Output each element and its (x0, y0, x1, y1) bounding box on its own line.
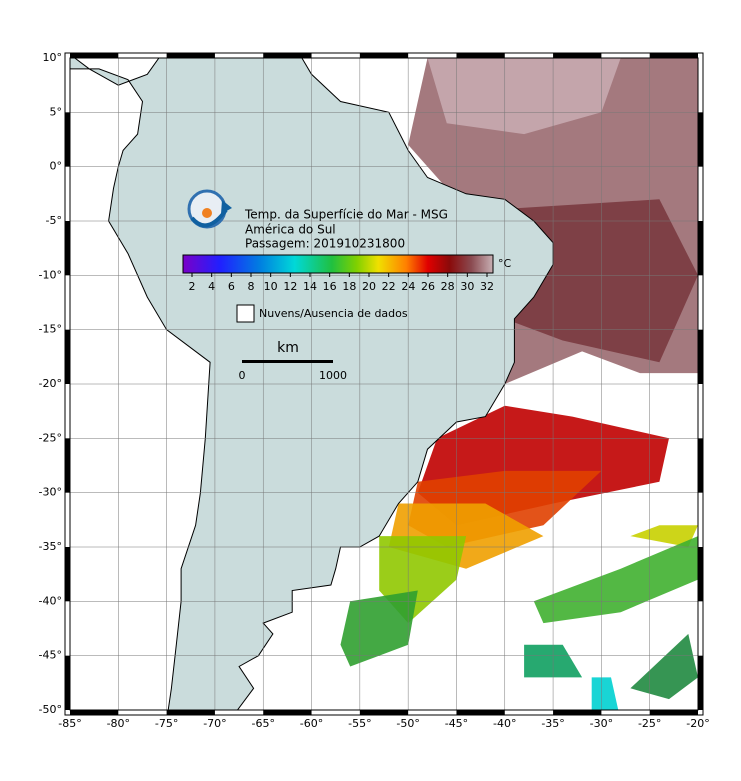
lon-tick-label: -80° (107, 717, 130, 730)
legend-label: Nuvens/Ausencia de dados (259, 307, 408, 320)
colorbar-tick-label: 16 (323, 280, 337, 293)
lat-tick-label: -15° (39, 323, 62, 336)
colorbar-tick-label: 20 (362, 280, 376, 293)
frame-block (166, 53, 215, 58)
frame-block (698, 221, 703, 276)
title: Temp. da Superfície do Mar - MSG (244, 208, 448, 222)
colorbar-tick-label: 22 (382, 280, 396, 293)
frame-block (70, 53, 119, 58)
region: América do Sul (245, 223, 336, 237)
lon-tick-label: -45° (445, 717, 468, 730)
pass: Passagem: 201910231800 (245, 237, 405, 251)
frame-block (65, 655, 70, 710)
colorbar-tick-label: 32 (480, 280, 494, 293)
legend-swatch (236, 304, 255, 323)
frame-block (698, 329, 703, 384)
frame-block (166, 710, 215, 715)
frame (64, 52, 704, 716)
lat-tick-label: -25° (39, 431, 62, 444)
lat-tick-label: 5° (50, 105, 63, 118)
colorbar-tick-label: 30 (460, 280, 474, 293)
frame-block (698, 655, 703, 710)
colorbar-tick-label: 14 (303, 280, 317, 293)
frame-block (65, 547, 70, 602)
lat-tick-label: -50° (39, 703, 62, 716)
frame-block (65, 112, 70, 167)
lon-tick-label: -75° (155, 717, 178, 730)
frame-block (359, 710, 409, 715)
colorbar-tick-label: 4 (208, 280, 215, 293)
lat-tick-label: -20° (39, 377, 62, 390)
sst-region (630, 633, 698, 700)
frame-block (263, 710, 312, 715)
frame-block (553, 53, 602, 58)
sst-region (533, 536, 698, 624)
frame-block (698, 547, 703, 602)
colorbar-tick-label: 2 (189, 280, 196, 293)
colorbar-tick-label: 10 (264, 280, 278, 293)
frame (69, 57, 699, 711)
lon-tick-label: -65° (251, 717, 274, 730)
frame-block (649, 710, 698, 715)
frame-block (456, 710, 505, 715)
colorbar (182, 254, 494, 274)
colorbar-tick-label: 6 (228, 280, 235, 293)
lon-tick-label: -30° (590, 717, 613, 730)
scale-label: 1000 (319, 369, 347, 382)
lat-tick-label: -5° (46, 214, 62, 227)
scale-label: 0 (239, 369, 246, 382)
lat-tick-label: -35° (39, 540, 62, 553)
lon-tick-label: -35° (541, 717, 564, 730)
lon-tick-label: -40° (493, 717, 516, 730)
frame-block (65, 221, 70, 276)
lat-tick-label: 10° (43, 51, 63, 64)
colorbar-unit: °C (498, 257, 512, 270)
lat-tick-label: -10° (39, 268, 62, 281)
lat-tick-label: -40° (39, 594, 62, 607)
frame-block (65, 438, 70, 493)
colorbar-tick-label: 24 (401, 280, 415, 293)
sst-region (591, 677, 619, 710)
frame-block (553, 710, 602, 715)
colorbar-tick-label: 12 (283, 280, 297, 293)
lon-tick-label: -55° (348, 717, 371, 730)
scale-unit: km (277, 340, 299, 356)
frame-block (65, 329, 70, 384)
sst-region (427, 58, 621, 135)
lon-tick-label: -60° (300, 717, 323, 730)
logo (187, 189, 232, 229)
scale-bar (242, 360, 333, 363)
frame-block (456, 53, 505, 58)
lon-tick-label: -85° (58, 717, 81, 730)
lon-tick-label: -70° (203, 717, 226, 730)
frame-block (359, 53, 409, 58)
lat-tick-label: -45° (39, 649, 62, 662)
sst-region (340, 590, 418, 667)
colorbar-tick-label: 18 (342, 280, 356, 293)
frame-block (70, 710, 119, 715)
colorbar-tick-label: 28 (441, 280, 455, 293)
colorbar-tick-label: 8 (248, 280, 255, 293)
overlay: Temp. da Superfície do Mar - MSG América… (39, 51, 710, 730)
lon-tick-label: -25° (638, 717, 661, 730)
frame-block (263, 53, 312, 58)
lat-tick-label: -30° (39, 486, 62, 499)
lat-tick-label: 0° (50, 160, 63, 173)
colorbar-tick-label: 26 (421, 280, 435, 293)
frame-block (649, 53, 698, 58)
frame-block (698, 112, 703, 167)
map-body (70, 58, 698, 710)
lon-tick-label: -20° (686, 717, 709, 730)
lon-tick-label: -50° (396, 717, 419, 730)
frame-block (698, 438, 703, 493)
sst-region (630, 525, 698, 547)
